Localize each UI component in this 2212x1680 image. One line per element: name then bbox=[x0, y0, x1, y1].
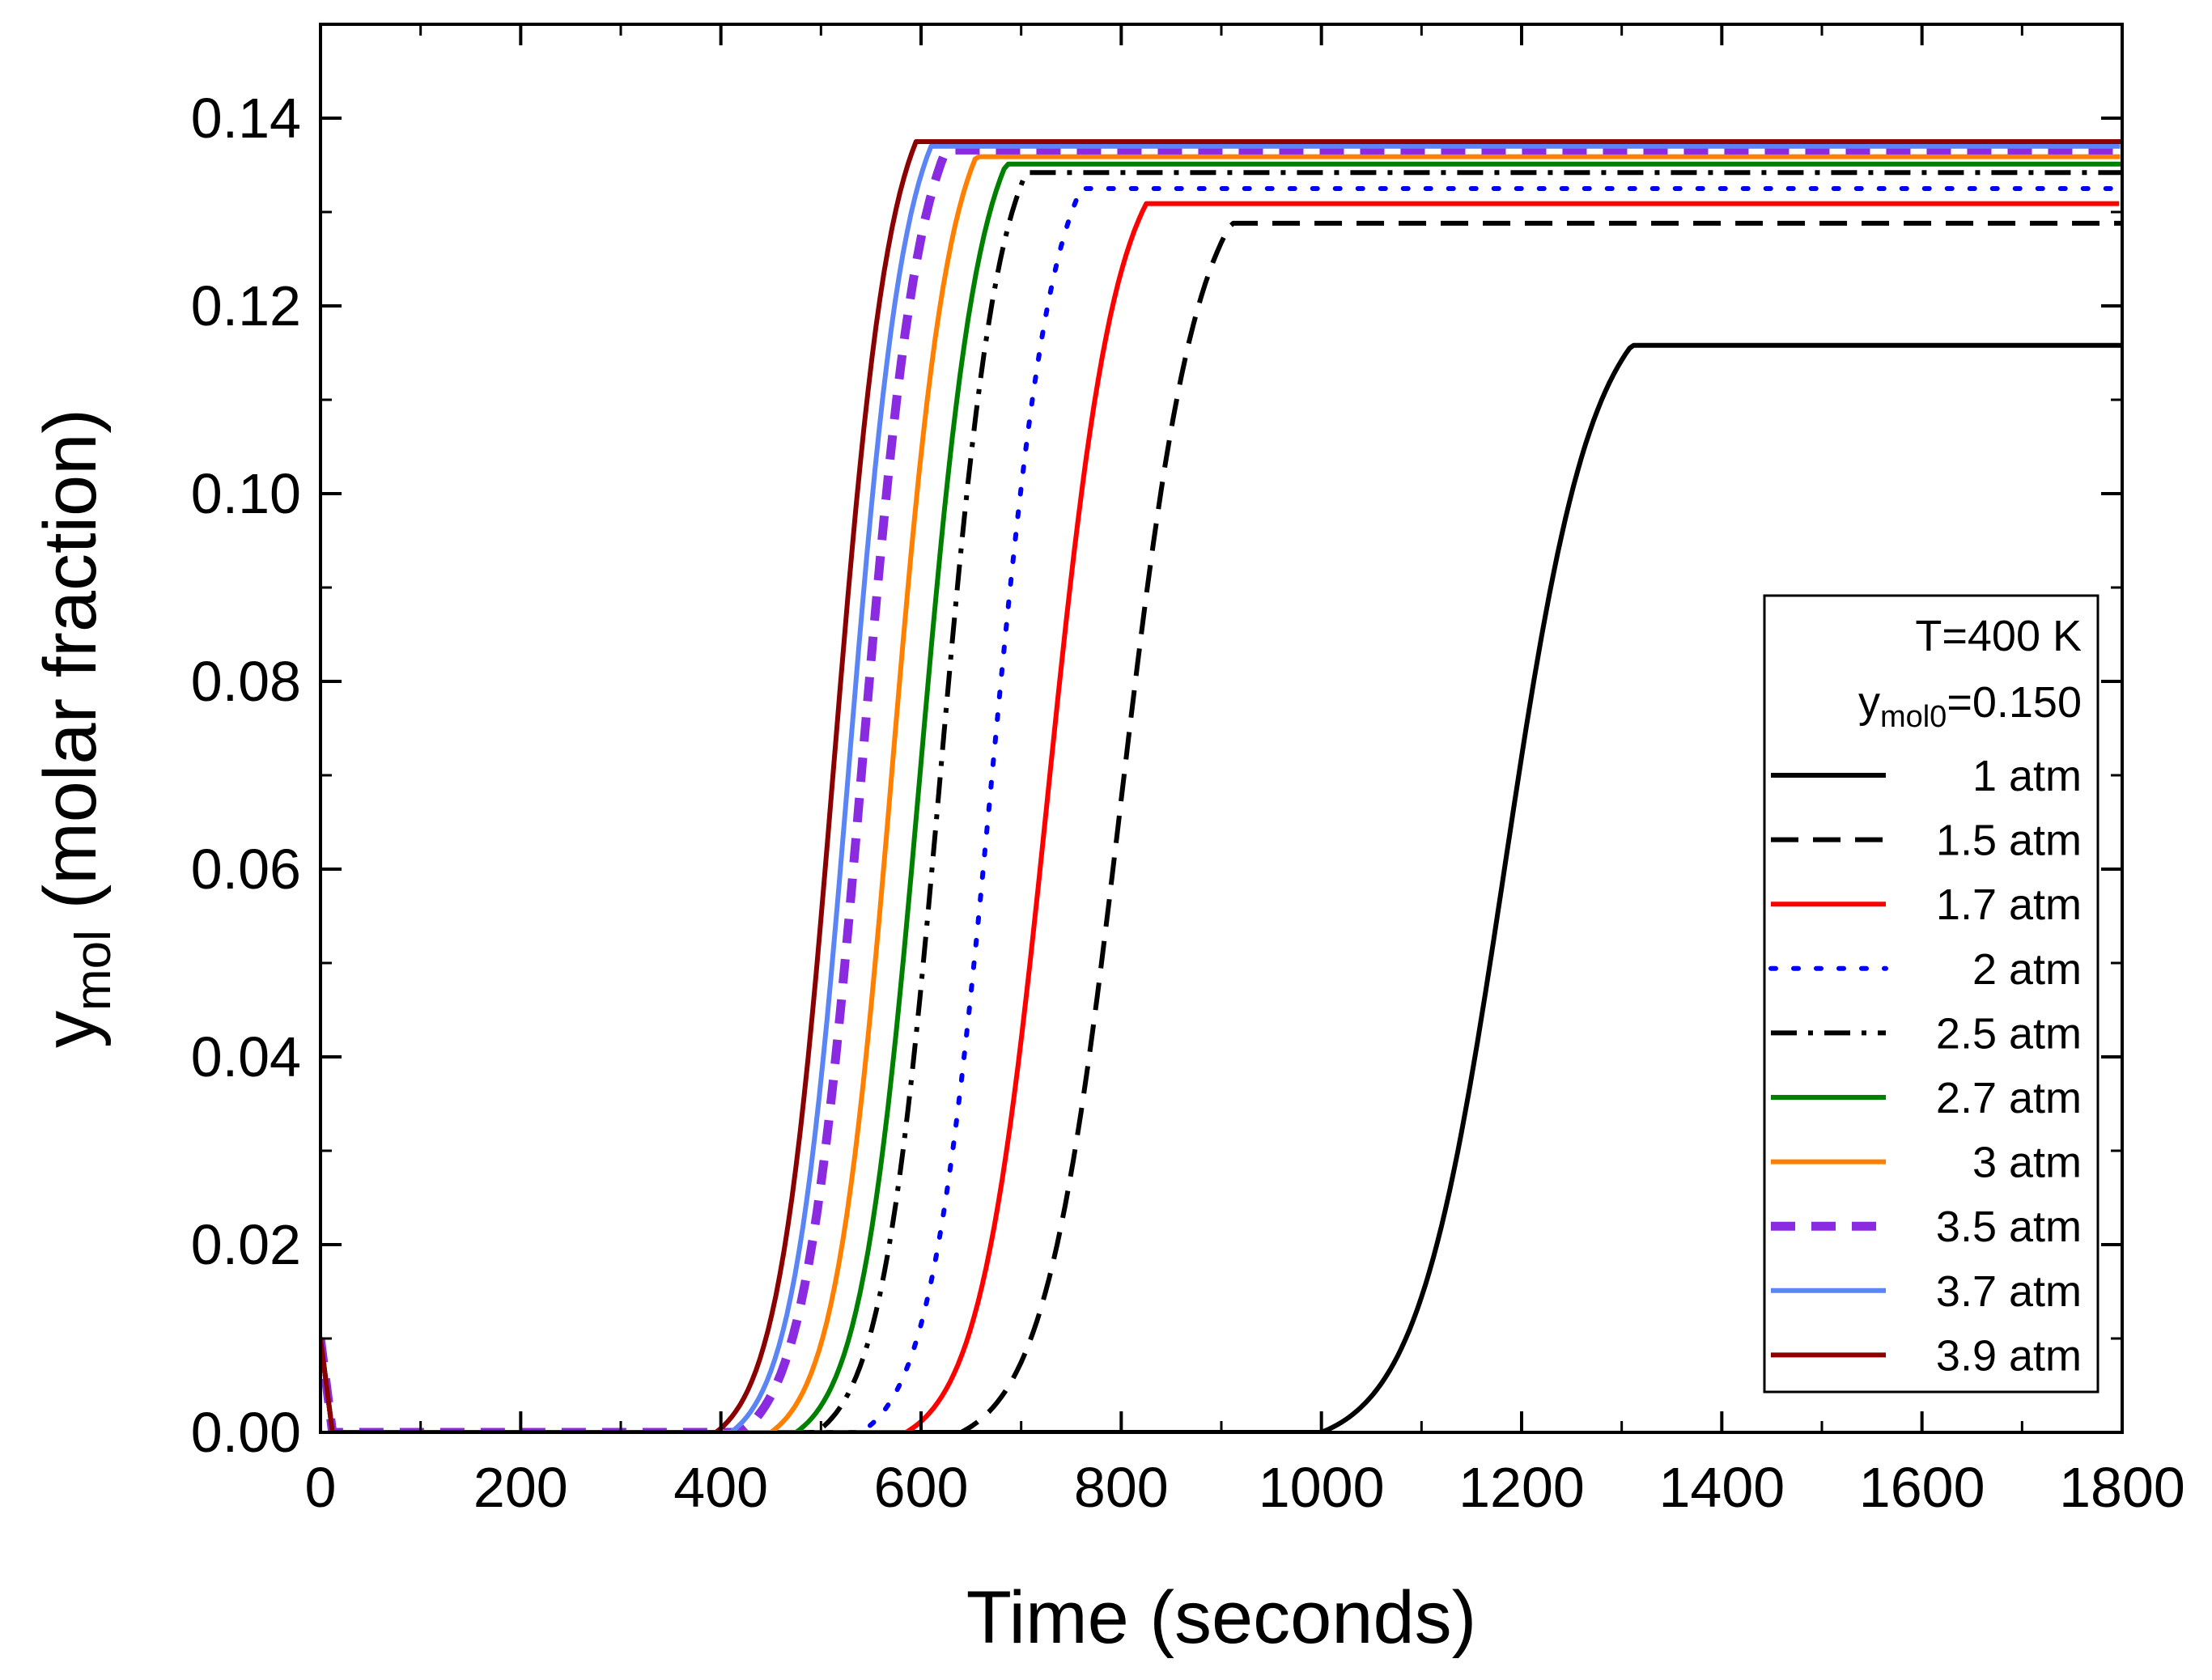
y-tick-label: 0.02 bbox=[191, 1213, 301, 1276]
legend-label: 3 atm bbox=[1972, 1139, 2082, 1187]
legend-header-y-rest: =0.150 bbox=[1947, 678, 2082, 727]
x-tick-label: 1600 bbox=[1859, 1456, 1985, 1519]
legend-box bbox=[1763, 594, 2099, 1394]
legend-entry: 1.5 atm bbox=[1771, 817, 2082, 865]
y-tick-label: 0.12 bbox=[191, 274, 301, 337]
legend-header-y-sub: mol0 bbox=[1880, 700, 1947, 734]
legend-entry: 2 atm bbox=[1768, 945, 2082, 994]
y-tick-label: 0.00 bbox=[191, 1401, 301, 1464]
series-line-3-5-atm bbox=[321, 145, 2122, 1432]
x-tick-label: 0 bbox=[305, 1456, 337, 1519]
y-tick-label: 0.14 bbox=[191, 87, 301, 150]
legend-entry: 2.5 atm bbox=[1771, 1009, 2082, 1058]
y-tick-label: 0.04 bbox=[191, 1025, 301, 1088]
legend-entry: 1.7 atm bbox=[1771, 880, 2082, 929]
series-line-3-9-atm bbox=[321, 139, 2121, 1432]
y-tick-label: 0.06 bbox=[191, 838, 301, 901]
legend-label: 2 atm bbox=[1972, 945, 2082, 994]
legend-header-y: y bbox=[1858, 678, 1880, 727]
tick-layer: 0 200 400 600 800 1000 1200 1400 1600 1800 0.00 0.0… bbox=[191, 23, 2185, 1519]
legend-entries: 1 atm 1.5 atm 1.7 atm 2 atm 2.5 atm 2.7 atm 3 … bbox=[1768, 752, 2082, 1380]
legend-label: 2.5 atm bbox=[1936, 1009, 2082, 1058]
series-line-3-atm bbox=[321, 154, 2121, 1432]
legend-entry: 1 atm bbox=[1771, 752, 2082, 800]
x-tick-label: 1800 bbox=[2059, 1456, 2185, 1519]
legend-entry: 3.5 atm bbox=[1771, 1203, 2082, 1251]
series-line-3-7-atm bbox=[321, 143, 2121, 1432]
x-tick-label: 1200 bbox=[1458, 1456, 1585, 1519]
y-axis-title: ymol (molar fraction) bbox=[29, 409, 121, 1048]
legend-entry: 3.9 atm bbox=[1771, 1331, 2082, 1380]
x-axis-title: Time (seconds) bbox=[966, 1576, 1477, 1659]
series-line-1-5-atm bbox=[321, 220, 2122, 1432]
legend-label: 3.7 atm bbox=[1936, 1267, 2082, 1316]
legend-label: 1 atm bbox=[1972, 752, 2082, 800]
y-axis-title-rest: (molar fraction) bbox=[29, 409, 112, 930]
legend-header-initial-fraction: ymol0=0.150 bbox=[1858, 678, 2082, 734]
series-line-1-7-atm bbox=[321, 201, 2120, 1432]
legend-entry: 2.7 atm bbox=[1771, 1074, 2082, 1122]
legend: T=400 K ymol0=0.150 1 atm 1.5 atm 1.7 atm 2… bbox=[1763, 594, 2099, 1394]
legend-label: 1.7 atm bbox=[1936, 880, 2082, 929]
x-tick-label: 1400 bbox=[1658, 1456, 1785, 1519]
x-tick-label: 200 bbox=[473, 1456, 568, 1519]
x-tick-label: 800 bbox=[1074, 1456, 1169, 1519]
legend-label: 2.7 atm bbox=[1936, 1074, 2082, 1122]
legend-label: 3.9 atm bbox=[1936, 1331, 2082, 1380]
series-line-2-7-atm bbox=[321, 161, 2121, 1432]
series-layer bbox=[321, 139, 2122, 1432]
y-axis-title-sub: mol bbox=[66, 930, 121, 1011]
legend-entry: 3.7 atm bbox=[1771, 1267, 2082, 1316]
x-tick-label: 1000 bbox=[1259, 1456, 1385, 1519]
series-line-2-5-atm bbox=[321, 170, 2121, 1432]
legend-label: 3.5 atm bbox=[1936, 1203, 2082, 1251]
legend-header-temperature: T=400 K bbox=[1915, 612, 2082, 660]
series-line-1-atm bbox=[321, 342, 2122, 1432]
y-axis-title-main: y bbox=[29, 1011, 112, 1048]
x-tick-label: 600 bbox=[874, 1456, 969, 1519]
y-tick-label: 0.08 bbox=[191, 650, 301, 713]
legend-label: 1.5 atm bbox=[1936, 817, 2082, 865]
x-tick-label: 400 bbox=[673, 1456, 768, 1519]
legend-entry: 3 atm bbox=[1771, 1139, 2082, 1187]
y-tick-label: 0.10 bbox=[191, 462, 301, 525]
